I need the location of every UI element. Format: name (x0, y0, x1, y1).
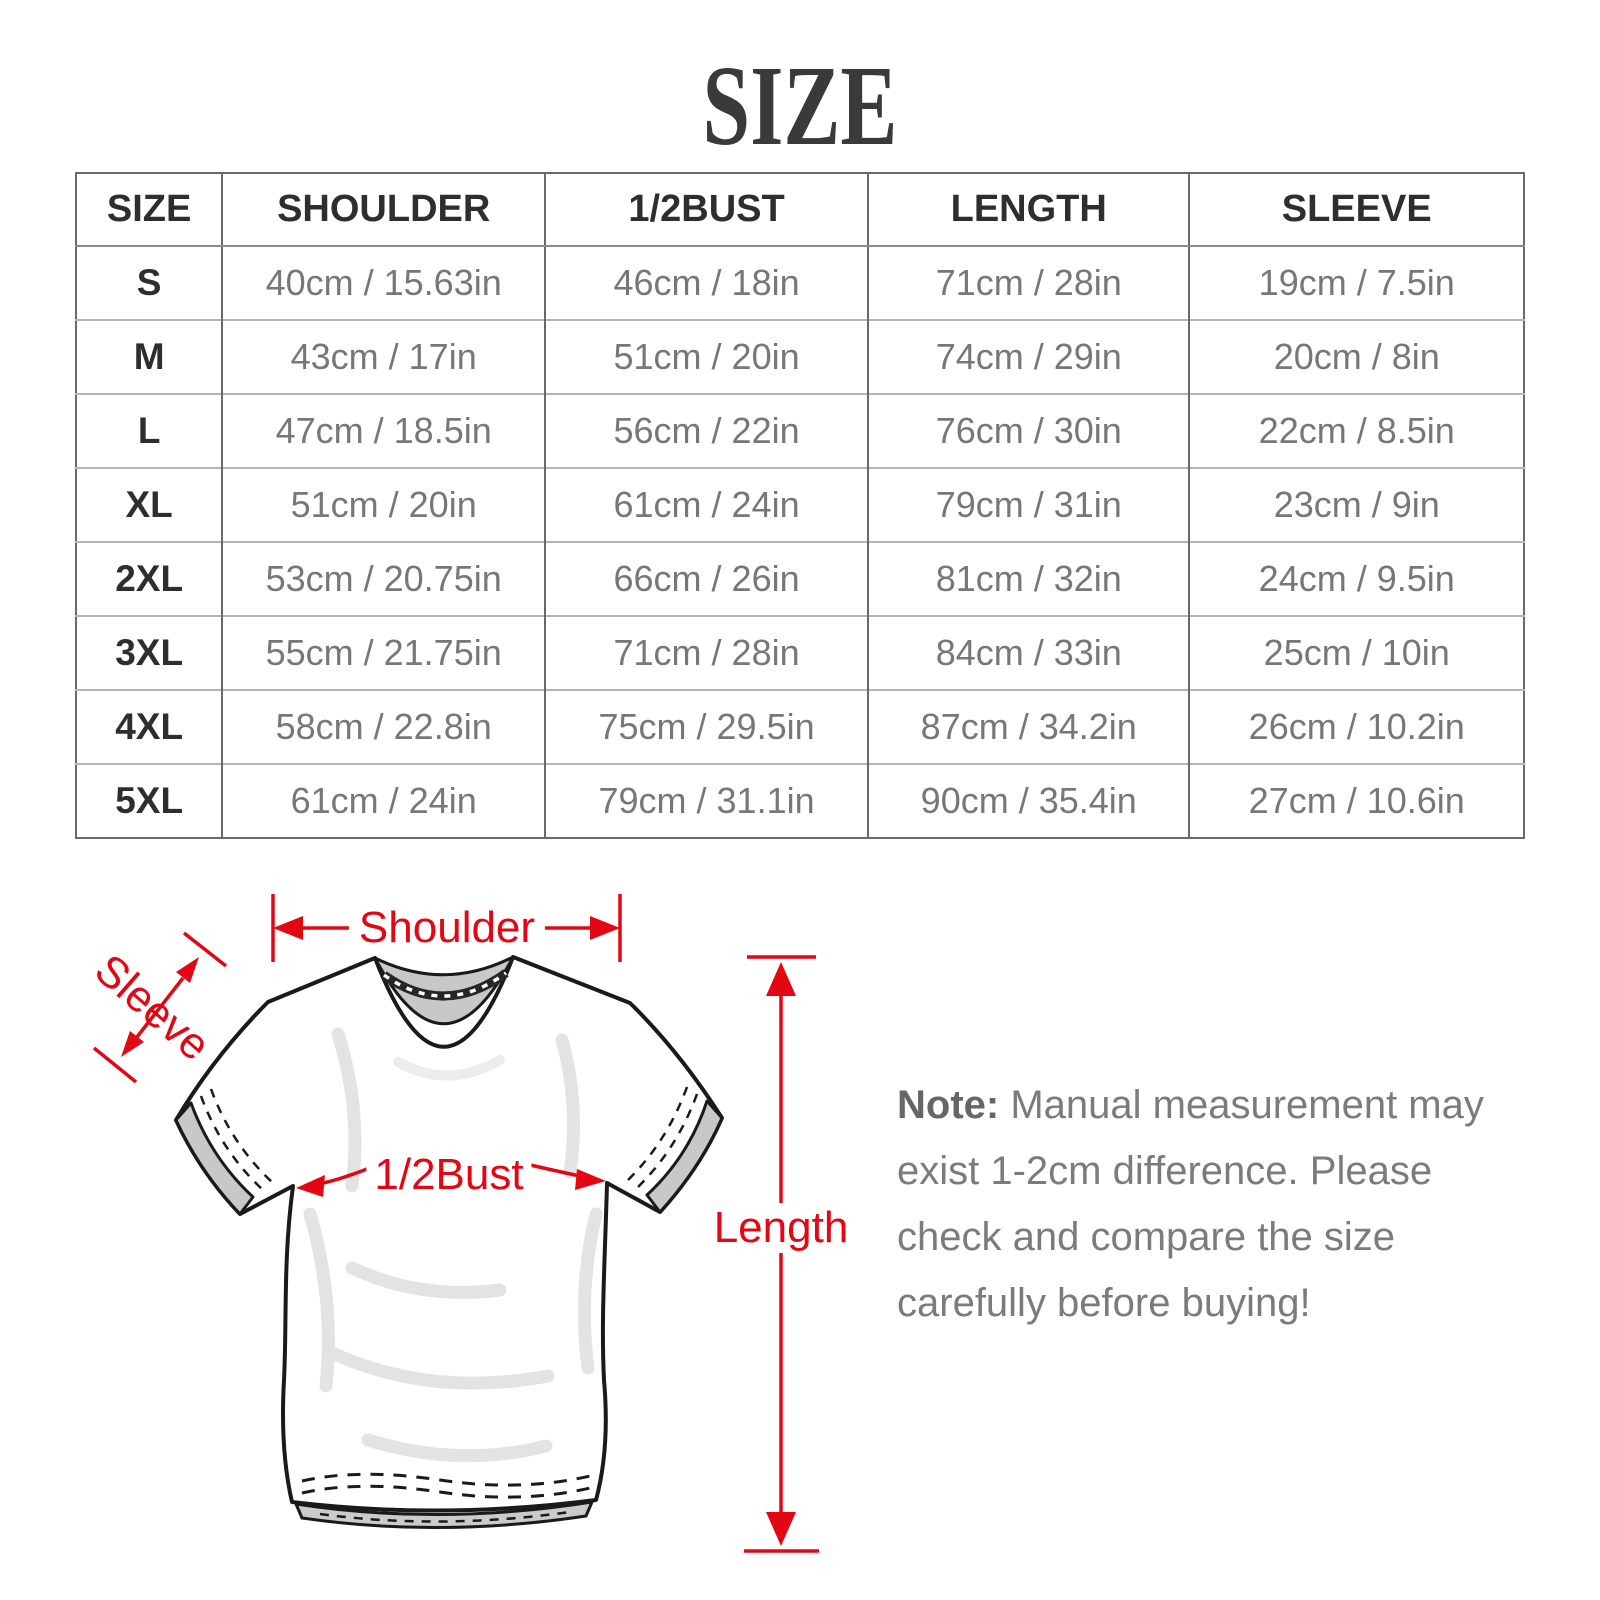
table-cell: 84cm / 33in (867, 615, 1190, 690)
tshirt-drawing (174, 955, 724, 1530)
column-header: SHOULDER (221, 173, 546, 247)
size-label-cell: S (76, 245, 223, 320)
size-label-cell: 2XL (76, 541, 223, 616)
table-cell: 24cm / 9.5in (1188, 541, 1524, 616)
table-cell: 55cm / 21.75in (221, 615, 546, 690)
table-cell: 46cm / 18in (544, 245, 869, 320)
table-row: 2XL 53cm / 20.75in 66cm / 26in 81cm / 32in 2… (76, 541, 1524, 616)
table-cell: 53cm / 20.75in (221, 541, 546, 616)
table-cell: 26cm / 10.2in (1188, 689, 1524, 764)
size-table: SIZE SHOULDER 1/2BUST LENGTH SLEEVE S 40cm / … (75, 172, 1525, 839)
table-cell: 75cm / 29.5in (544, 689, 869, 764)
table-header-row: SIZE SHOULDER 1/2BUST LENGTH SLEEVE (76, 173, 1524, 247)
column-header: SIZE (76, 173, 223, 247)
table-row: S 40cm / 15.63in 46cm / 18in 71cm / 28in 19c… (76, 245, 1524, 320)
table-cell: 74cm / 29in (867, 319, 1190, 394)
table-row: L 47cm / 18.5in 56cm / 22in 76cm / 30in 22cm… (76, 393, 1524, 468)
table-cell: 71cm / 28in (544, 615, 869, 690)
table-cell: 56cm / 22in (544, 393, 869, 468)
table-cell: 47cm / 18.5in (221, 393, 546, 468)
note-line: Note: Manual measurement may (897, 1083, 1484, 1127)
note-line: check and compare the size (897, 1215, 1396, 1259)
table-row: M 43cm / 17in 51cm / 20in 74cm / 29in 20cm /… (76, 319, 1524, 394)
table-cell: 81cm / 32in (867, 541, 1190, 616)
column-header: 1/2BUST (544, 173, 869, 247)
sleeve-arrow (92, 931, 228, 1084)
size-label-cell: L (76, 393, 223, 468)
table-cell: 23cm / 9in (1188, 467, 1524, 542)
table-cell: 43cm / 17in (221, 319, 546, 394)
table-row: 4XL 58cm / 22.8in 75cm / 29.5in 87cm / 34.2… (76, 689, 1524, 764)
table-cell: 76cm / 30in (867, 393, 1190, 468)
table-row: 3XL 55cm / 21.75in 71cm / 28in 84cm / 33in 2… (76, 615, 1524, 690)
table-cell: 27cm / 10.6in (1188, 763, 1524, 838)
shirt-wrinkles (303, 1027, 603, 1463)
right-cuff (626, 1086, 724, 1214)
length-arrow (744, 955, 819, 1553)
length-label: Length (705, 1203, 857, 1253)
measurement-note: Note: Manual measurement may exist 1-2cm … (897, 1072, 1517, 1336)
table-cell: 40cm / 15.63in (221, 245, 546, 320)
table-row: XL 51cm / 20in 61cm / 24in 79cm / 31in 23cm … (76, 467, 1524, 542)
note-line: carefully before buying! (897, 1281, 1311, 1325)
table-cell: 51cm / 20in (221, 467, 546, 542)
table-cell: 58cm / 22.8in (221, 689, 546, 764)
note-line: exist 1-2cm difference. Please (897, 1149, 1433, 1193)
table-cell: 71cm / 28in (867, 245, 1190, 320)
table-row: 5XL 61cm / 24in 79cm / 31.1in 90cm / 35.4in… (76, 763, 1524, 838)
size-label-cell: 3XL (76, 615, 223, 690)
hem-flap (293, 1500, 595, 1530)
column-header: SLEEVE (1188, 173, 1524, 247)
shoulder-label: Shoulder (348, 903, 546, 953)
left-cuff (174, 1088, 274, 1216)
column-header: LENGTH (867, 173, 1190, 247)
table-cell: 79cm / 31.1in (544, 763, 869, 838)
table-cell: 25cm / 10in (1188, 615, 1524, 690)
bust-arrow (296, 1162, 606, 1197)
size-label-cell: 4XL (76, 689, 223, 764)
table-cell: 61cm / 24in (544, 467, 869, 542)
note-label: Note: (897, 1083, 1011, 1127)
table-cell: 20cm / 8in (1188, 319, 1524, 394)
table-cell: 22cm / 8.5in (1188, 393, 1524, 468)
page-title: SIZE (702, 42, 898, 169)
table-cell: 61cm / 24in (221, 763, 546, 838)
table-cell: 87cm / 34.2in (867, 689, 1190, 764)
table-cell: 51cm / 20in (544, 319, 869, 394)
table-cell: 90cm / 35.4in (867, 763, 1190, 838)
size-label-cell: 5XL (76, 763, 223, 838)
hem (293, 1472, 595, 1530)
shirt-body (174, 955, 724, 1513)
size-label-cell: XL (76, 467, 223, 542)
collar-inner-gray (373, 955, 515, 1026)
table-cell: 66cm / 26in (544, 541, 869, 616)
table-cell: 19cm / 7.5in (1188, 245, 1524, 320)
collar (373, 955, 515, 1026)
size-label-cell: M (76, 319, 223, 394)
bust-label: 1/2Bust (366, 1150, 532, 1200)
table-cell: 79cm / 31in (867, 467, 1190, 542)
